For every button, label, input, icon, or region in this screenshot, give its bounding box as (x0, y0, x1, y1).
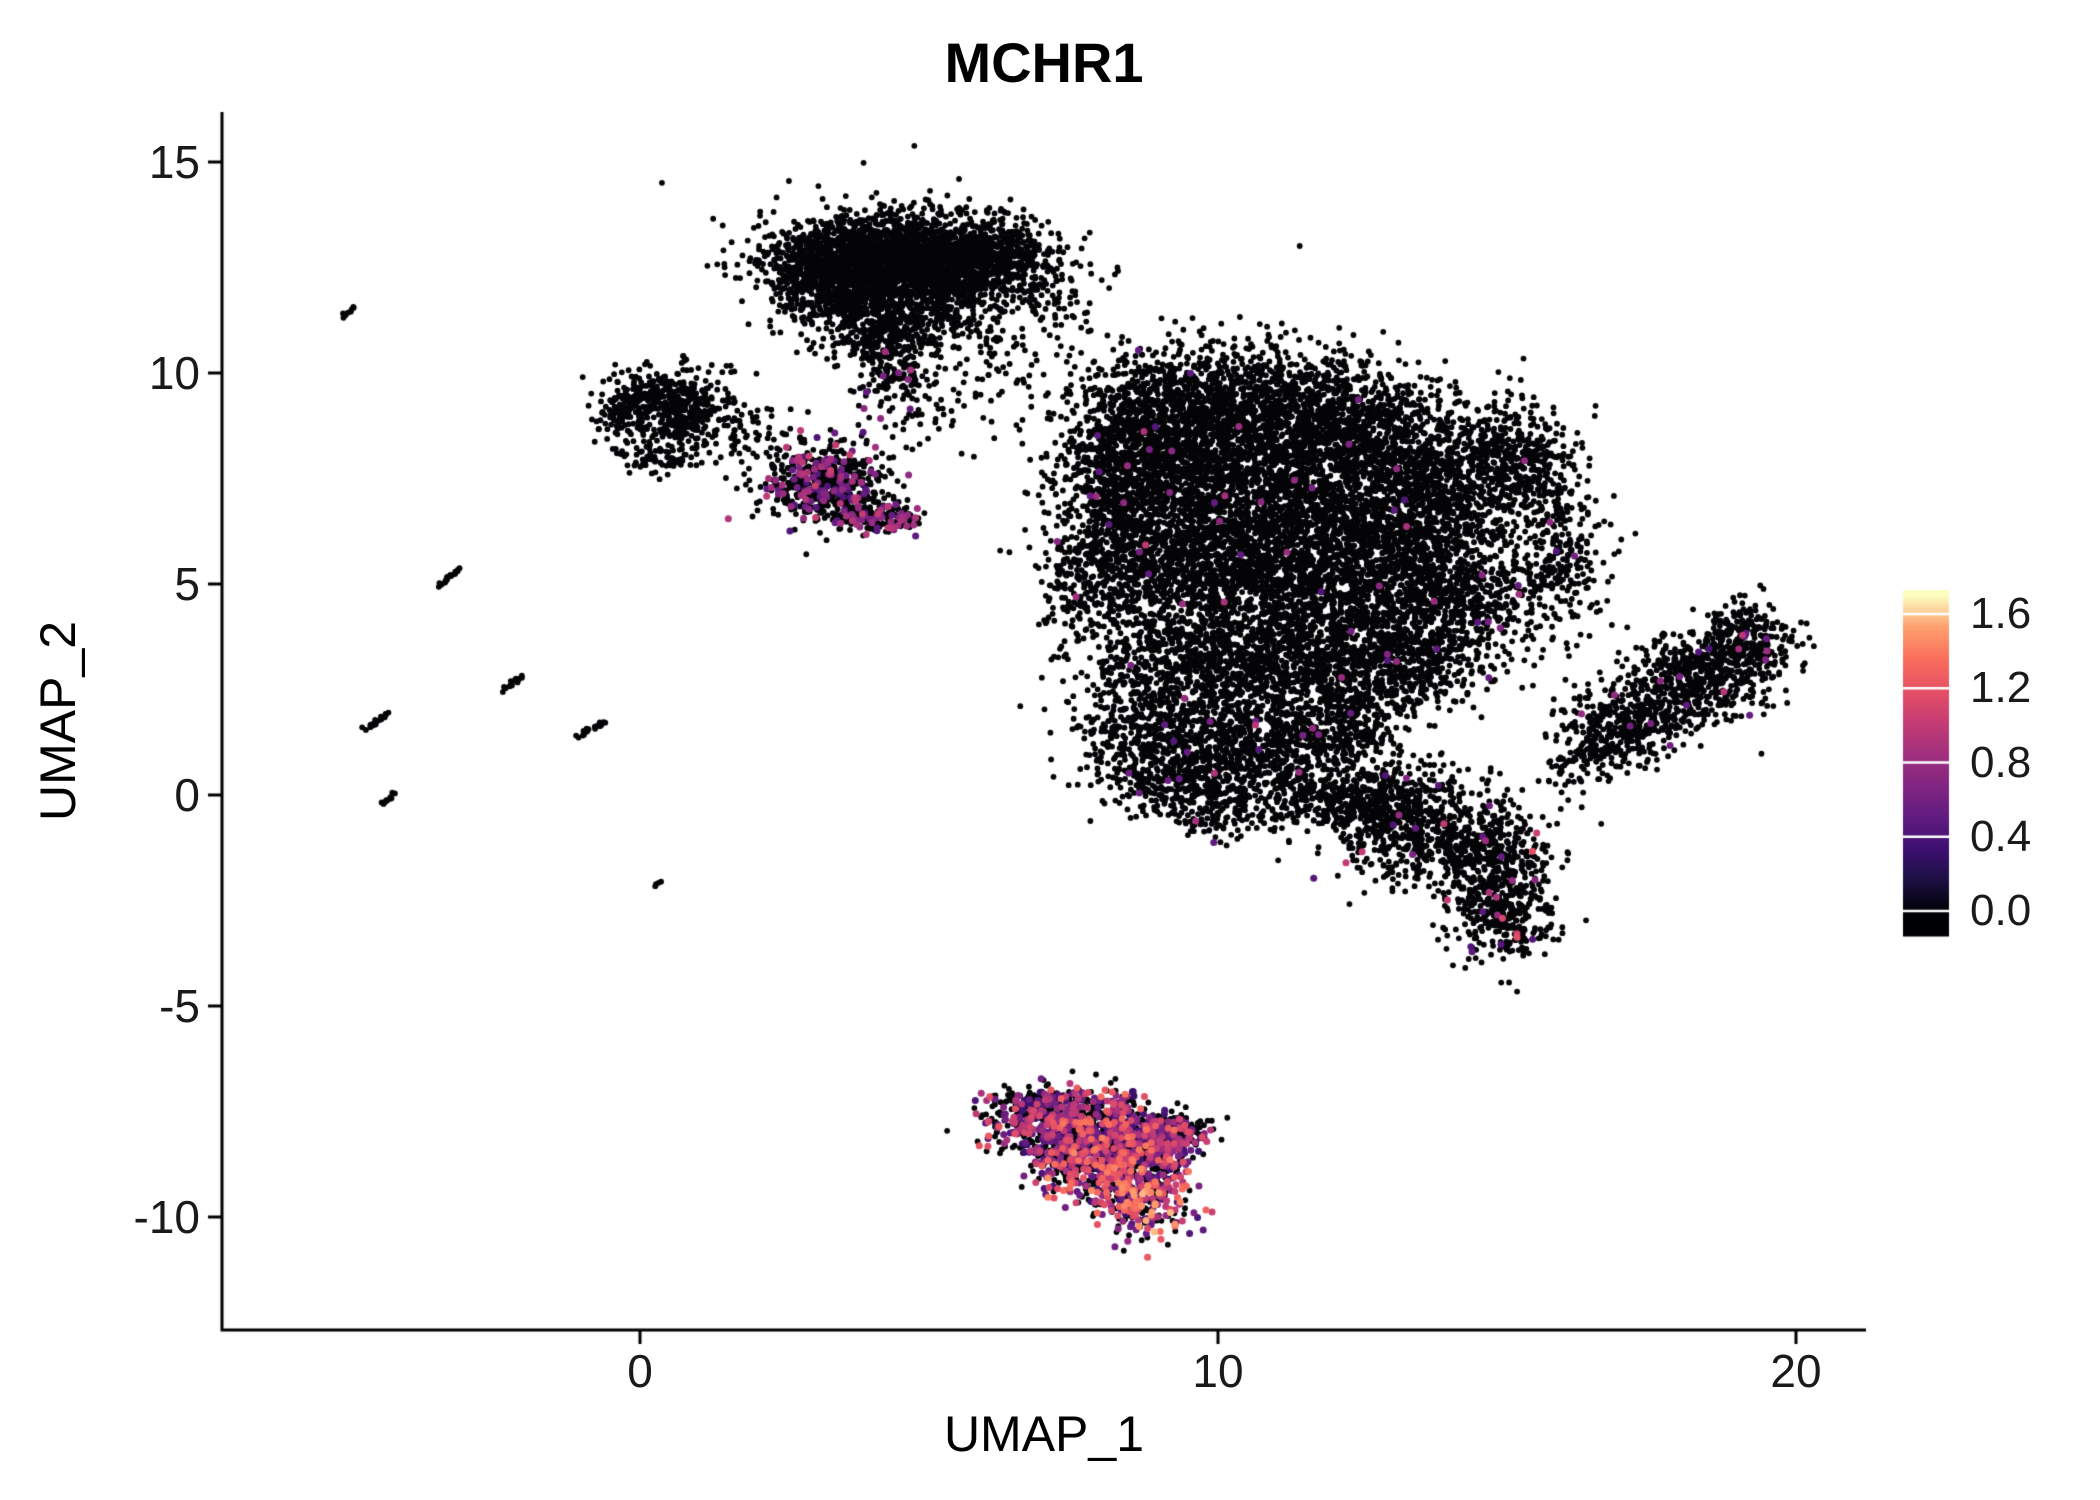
colorbar-tick-label: 1.2 (1970, 663, 2032, 712)
colorbar-tick-label: 0.0 (1970, 886, 2032, 935)
x-tick-label: 10 (1192, 1345, 1244, 1397)
y-tick-label: -5 (159, 980, 200, 1032)
x-tick-label: 20 (1770, 1345, 1822, 1397)
colorbar-tick-label: 0.8 (1970, 738, 2032, 787)
y-tick-label: 5 (174, 558, 200, 610)
colorbar-tick-label: 1.6 (1970, 589, 2032, 638)
y-tick-label: -10 (133, 1191, 200, 1243)
y-tick-label: 0 (174, 769, 200, 821)
x-tick-label: 0 (627, 1345, 653, 1397)
colorbar-tick-label: 0.4 (1970, 812, 2032, 861)
y-tick-label: 15 (148, 136, 200, 188)
x-axis-label: UMAP_1 (943, 1406, 1145, 1462)
y-tick-label: 10 (148, 347, 200, 399)
plot-title: MCHR1 (944, 31, 1144, 94)
